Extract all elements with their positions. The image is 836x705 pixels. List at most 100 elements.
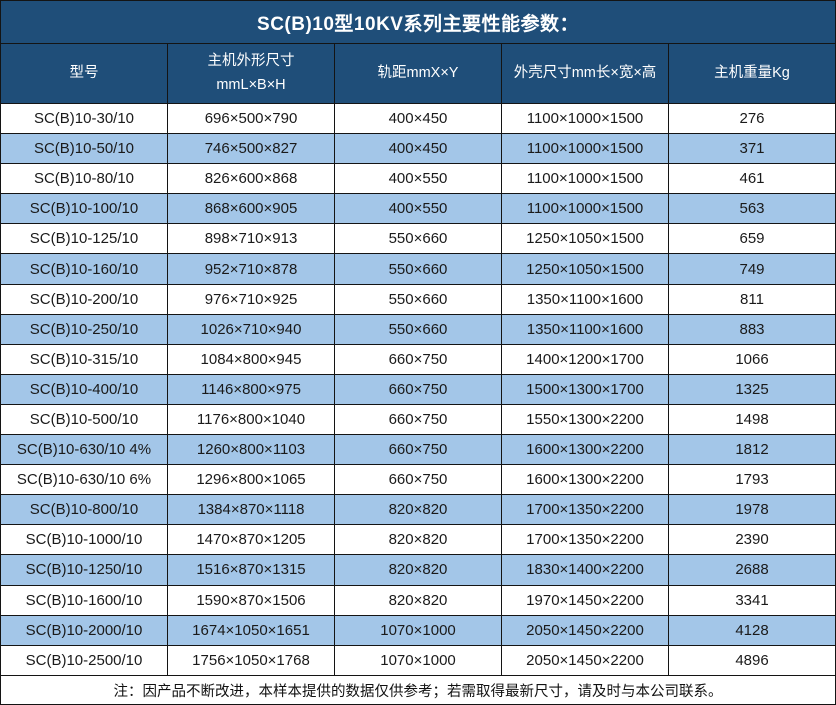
table-cell: 1830×1400×2200 [501,554,669,586]
table-cell: SC(B)10-125/10 [0,223,168,255]
table-cell: 746×500×827 [167,133,335,165]
column-header: 外壳尺寸mm长×宽×高 [501,43,669,104]
table-row: SC(B)10-630/10 4% 1260×800×1103 660×750 160… [0,434,836,466]
table-row: SC(B)10-50/10 746×500×827 400×450 1100×1000… [0,133,836,165]
column-header: 轨距mmX×Y [334,43,502,104]
table-cell: SC(B)10-1000/10 [0,524,168,556]
table-row: SC(B)10-2000/10 1674×1050×1651 1070×1000 20… [0,614,836,646]
table-cell: 659 [668,223,836,255]
table-row: SC(B)10-400/10 1146×800×975 660×750 1500×13… [0,373,836,405]
table-cell: 276 [668,102,836,135]
table-cell: 1100×1000×1500 [501,163,669,195]
table-cell: 400×450 [334,133,502,165]
table-cell: SC(B)10-630/10 6% [0,464,168,496]
table-cell: SC(B)10-1250/10 [0,554,168,586]
table-cell: 952×710×878 [167,253,335,285]
table-cell: 820×820 [334,524,502,556]
table-cell: SC(B)10-160/10 [0,253,168,285]
table-cell: 1296×800×1065 [167,464,335,496]
table-row: SC(B)10-200/10 976×710×925 550×660 1350×110… [0,283,836,315]
table-cell: SC(B)10-2500/10 [0,644,168,677]
table-cell: 820×820 [334,494,502,526]
table-cell: 1978 [668,494,836,526]
table-cell: SC(B)10-400/10 [0,373,168,405]
table-row: SC(B)10-100/10 868×600×905 400×550 1100×100… [0,193,836,225]
table-body: SC(B)10-30/10 696×500×790 400×450 1100×1000… [0,102,836,677]
table-cell: 2050×1450×2200 [501,644,669,677]
table-row: SC(B)10-250/10 1026×710×940 550×660 1350×11… [0,313,836,345]
table-row: SC(B)10-630/10 6% 1296×800×1065 660×750 160… [0,464,836,496]
table-cell: 1550×1300×2200 [501,403,669,436]
table-cell: 1250×1050×1500 [501,253,669,285]
table-row: SC(B)10-125/10 898×710×913 550×660 1250×105… [0,223,836,255]
table-cell: 820×820 [334,554,502,586]
table-cell: SC(B)10-800/10 [0,494,168,526]
table-cell: SC(B)10-630/10 4% [0,434,168,466]
table-cell: SC(B)10-250/10 [0,313,168,345]
table-cell: 400×550 [334,163,502,195]
table-cell: SC(B)10-80/10 [0,163,168,195]
table-cell: 2688 [668,554,836,586]
table-row: SC(B)10-500/10 1176×800×1040 660×750 1550×1… [0,403,836,436]
table-cell: SC(B)10-200/10 [0,283,168,315]
table-cell: 820×820 [334,584,502,616]
table-cell: 1674×1050×1651 [167,614,335,646]
table-cell: 976×710×925 [167,283,335,315]
table-cell: 4128 [668,614,836,646]
table-cell: 3341 [668,584,836,616]
table-cell: 1066 [668,343,836,375]
table-cell: 1700×1350×2200 [501,494,669,526]
table-cell: 1700×1350×2200 [501,524,669,556]
table-row: SC(B)10-1000/10 1470×870×1205 820×820 1700×… [0,524,836,556]
table-cell: 1325 [668,373,836,405]
table-cell: 1384×870×1118 [167,494,335,526]
table-cell: 4896 [668,644,836,677]
table-title: SC(B)10型10KV系列主要性能参数： [0,0,836,44]
table-cell: 660×750 [334,343,502,375]
table-row: SC(B)10-80/10 826×600×868 400×550 1100×1000… [0,163,836,195]
table-cell: SC(B)10-100/10 [0,193,168,225]
table-cell: 563 [668,193,836,225]
column-header: 主机外形尺寸 mmL×B×H [167,43,335,104]
table-cell: 1600×1300×2200 [501,434,669,466]
table-cell: 2390 [668,524,836,556]
table-cell: 550×660 [334,283,502,315]
table-cell: SC(B)10-500/10 [0,403,168,436]
table-cell: 696×500×790 [167,102,335,135]
table-cell: 1600×1300×2200 [501,464,669,496]
footer-note-row: 注：因产品不断改进，本样本提供的数据仅供参考；若需取得最新尺寸，请及时与本公司联… [0,675,836,705]
table-cell: 868×600×905 [167,193,335,225]
table-cell: 1350×1100×1600 [501,283,669,315]
table-cell: 550×660 [334,313,502,345]
table-cell: 1590×870×1506 [167,584,335,616]
table-cell: 1100×1000×1500 [501,102,669,135]
table-cell: 1070×1000 [334,644,502,677]
table-cell: 660×750 [334,464,502,496]
table-cell: SC(B)10-30/10 [0,102,168,135]
table-row: SC(B)10-315/10 1084×800×945 660×750 1400×12… [0,343,836,375]
table-cell: 749 [668,253,836,285]
table-cell: SC(B)10-2000/10 [0,614,168,646]
table-cell: SC(B)10-1600/10 [0,584,168,616]
table-row: SC(B)10-160/10 952×710×878 550×660 1250×105… [0,253,836,285]
title-row: SC(B)10型10KV系列主要性能参数： [0,0,836,44]
table-cell: 400×450 [334,102,502,135]
table-cell: 1516×870×1315 [167,554,335,586]
table-row: SC(B)10-800/10 1384×870×1118 820×820 1700×1… [0,494,836,526]
table-cell: 1793 [668,464,836,496]
footer-note: 注：因产品不断改进，本样本提供的数据仅供参考；若需取得最新尺寸，请及时与本公司联… [0,675,836,705]
table-cell: 1026×710×940 [167,313,335,345]
table-cell: 1970×1450×2200 [501,584,669,616]
table-cell: 898×710×913 [167,223,335,255]
table-row: SC(B)10-30/10 696×500×790 400×450 1100×1000… [0,102,836,135]
table-cell: 1350×1100×1600 [501,313,669,345]
table-cell: 811 [668,283,836,315]
table-cell: 1260×800×1103 [167,434,335,466]
table-cell: 660×750 [334,434,502,466]
table-cell: 1176×800×1040 [167,403,335,436]
table-cell: 371 [668,133,836,165]
table-cell: 1756×1050×1768 [167,644,335,677]
table-cell: 1100×1000×1500 [501,193,669,225]
table-cell: 1500×1300×1700 [501,373,669,405]
